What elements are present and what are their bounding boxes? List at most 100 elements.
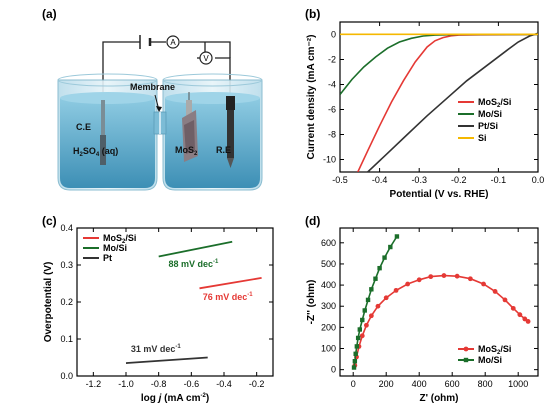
x-tick-label: 0.0	[532, 175, 545, 185]
legend-label: Pt	[103, 253, 112, 263]
legend-marker	[463, 357, 469, 363]
working-electrode	[182, 92, 198, 162]
legend-label: Mo/Si	[478, 109, 502, 119]
data-point	[375, 303, 381, 309]
y-tick-label: 0.0	[60, 371, 73, 381]
data-point	[393, 287, 399, 293]
y-axis-label: -Z'' (ohm)	[306, 280, 317, 325]
data-point	[368, 313, 374, 319]
x-axis-label: Potential (V vs. RHE)	[390, 189, 489, 200]
y-tick-label: 200	[321, 322, 336, 332]
legend-label: MoS2/Si	[103, 233, 136, 245]
ce-label: C.E	[76, 122, 91, 132]
panel-c-tag: (c)	[42, 214, 57, 228]
x-tick-label: 0	[351, 379, 356, 389]
y-tick-label: -10	[323, 155, 336, 165]
voltmeter-label: V	[203, 54, 209, 63]
x-tick-label: -0.2	[249, 379, 265, 389]
y-tick-label: -2	[328, 55, 336, 65]
data-point	[364, 322, 369, 328]
data-point	[502, 297, 508, 303]
x-tick-label: 600	[445, 379, 460, 389]
x-tick-label: -0.8	[151, 379, 167, 389]
membrane-tube	[153, 111, 167, 135]
y-tick-label: 0.1	[60, 334, 73, 344]
data-point	[388, 244, 393, 250]
x-tick-label: -0.4	[216, 379, 232, 389]
panel-b: (b) -0.5 -0.4 -0.3 -0.2 -0.1 0.0 0 -2 -4 -6 -8 -10 P…	[305, 7, 544, 200]
x-tick-label: -0.1	[491, 175, 507, 185]
x-tick-label: -0.4	[372, 175, 388, 185]
legend-label: Mo/Si	[103, 243, 127, 253]
voltmeter-icon: V	[199, 51, 213, 65]
panel-d-tag: (d)	[305, 214, 320, 228]
left-beaker	[57, 73, 158, 191]
plot-frame	[339, 227, 539, 377]
x-tick-label: -0.6	[184, 379, 200, 389]
y-tick-label: 100	[321, 344, 336, 354]
series-line	[367, 32, 538, 172]
slope-annotation: 31 mV dec-1	[131, 344, 182, 354]
mos2-label: MoS2	[175, 145, 198, 157]
legend-label: Si	[478, 133, 487, 143]
data-point	[359, 333, 365, 339]
series-line	[158, 240, 233, 258]
data-point	[365, 297, 371, 303]
data-point	[383, 295, 389, 301]
legend-label: MoS2/Si	[478, 344, 511, 356]
y-tick-label: 0	[331, 365, 336, 375]
data-point	[522, 316, 528, 322]
data-point	[362, 308, 367, 313]
y-tick-label: 600	[321, 238, 336, 248]
y-axis-label: Overpotential (V)	[43, 262, 54, 343]
data-point	[353, 351, 358, 356]
x-tick-label: -0.2	[451, 175, 467, 185]
data-point	[416, 277, 422, 283]
series-line	[199, 277, 262, 290]
counter-electrode	[100, 100, 106, 165]
panel-d: (d) 0 200 400 600 800 1000 0 100 200 300 400 500 600…	[305, 214, 539, 404]
y-tick-label: -8	[328, 130, 336, 140]
data-point	[369, 287, 374, 292]
plot-frame	[339, 21, 539, 173]
ammeter-label: A	[170, 38, 176, 47]
series-line	[354, 274, 529, 366]
y-tick-label: 300	[321, 301, 336, 311]
data-point	[351, 365, 357, 370]
x-tick-label: 1000	[508, 379, 528, 389]
data-point	[428, 274, 434, 280]
x-tick-label: 400	[412, 379, 427, 389]
y-tick-label: 400	[321, 280, 336, 290]
panel-c: (c) -1.2 -1.0 -0.8 -0.6 -0.4 -0.2 0.0 0.1 0.2 0.3…	[42, 214, 274, 404]
re-label: R.E	[216, 145, 231, 155]
series-line	[125, 356, 208, 364]
slope-annotation: 88 mV dec-1	[168, 259, 219, 269]
panel-a-tag: (a)	[42, 7, 57, 21]
data-point	[510, 305, 516, 311]
legend-label: MoS2/Si	[478, 97, 511, 109]
data-point	[481, 281, 486, 287]
data-point	[454, 273, 460, 279]
data-point	[441, 273, 447, 278]
series-line	[340, 33, 538, 95]
y-axis-label: Current density (mA cm⁻²)	[306, 35, 317, 160]
x-tick-label: -0.3	[411, 175, 427, 185]
panel-b-tag: (b)	[305, 7, 320, 21]
x-tick-label: 200	[379, 379, 394, 389]
data-point	[357, 327, 362, 332]
electrolyte-label: H2SO4 (aq)	[73, 146, 118, 158]
slope-annotation: 76 mV dec-1	[203, 292, 254, 302]
y-tick-label: 500	[321, 259, 336, 269]
x-tick-label: 800	[478, 379, 493, 389]
panel-a: (a) A V	[42, 7, 263, 191]
data-point	[525, 319, 531, 324]
y-tick-label: 0.3	[60, 260, 73, 270]
y-tick-label: -6	[328, 105, 336, 115]
x-axis-label: Z' (ohm)	[419, 393, 458, 404]
legend-label: Mo/Si	[478, 355, 502, 365]
x-tick-label: -1.2	[86, 379, 102, 389]
data-point	[382, 255, 387, 260]
data-point	[377, 265, 382, 271]
membrane-arrowhead	[156, 106, 162, 112]
reference-electrode	[226, 96, 235, 168]
